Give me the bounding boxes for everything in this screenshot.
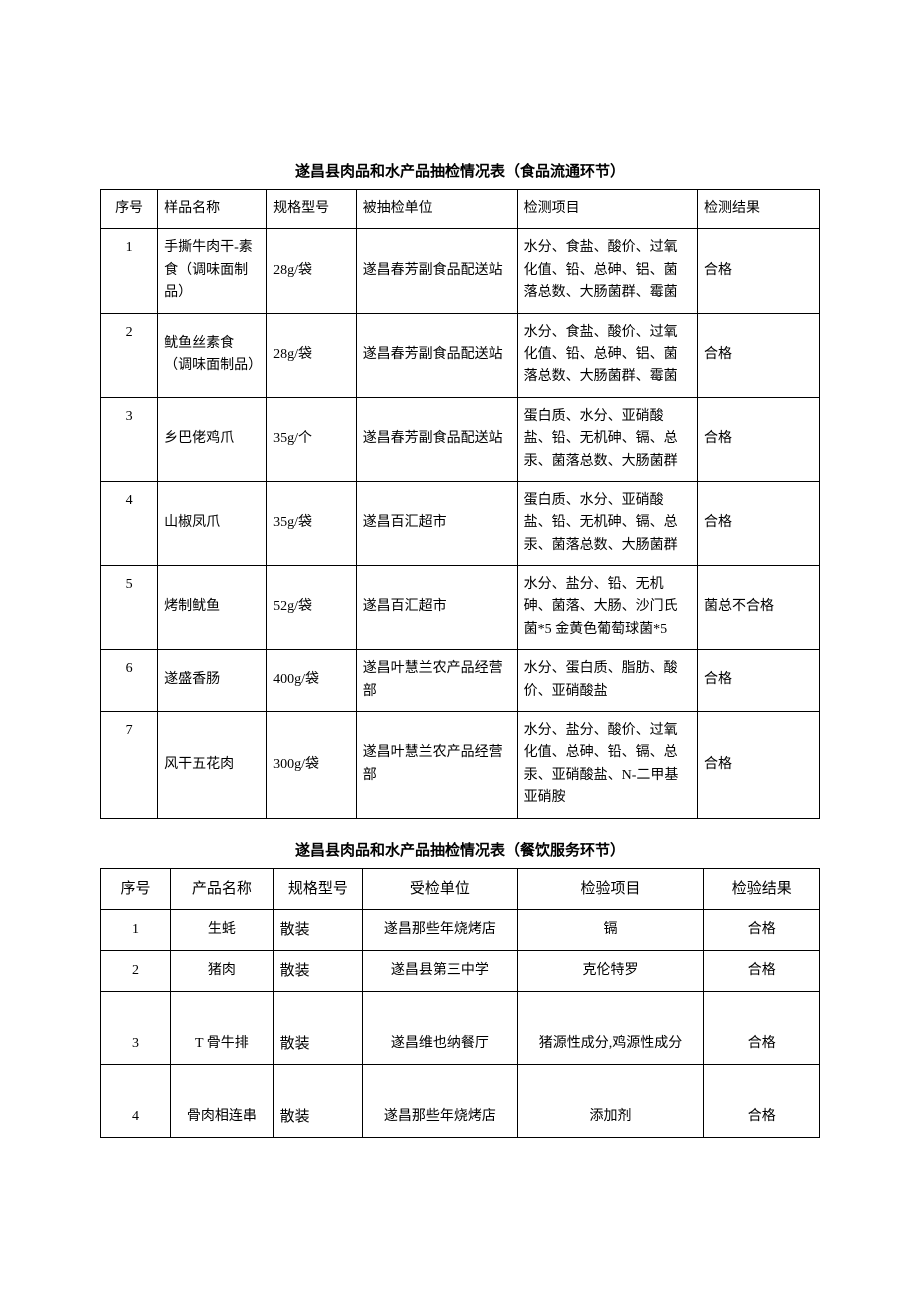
- cell-spec: 散装: [273, 1064, 363, 1137]
- cell-seq: 2: [101, 950, 171, 991]
- cell-result: 合格: [704, 909, 820, 950]
- cell-result: 合格: [697, 650, 819, 712]
- cell-items: 水分、食盐、酸价、过氧化值、铅、总砷、铝、菌落总数、大肠菌群、霉菌: [517, 313, 697, 397]
- table-row: 1生蚝散装遂昌那些年烧烤店镉合格: [101, 909, 820, 950]
- cell-result: 合格: [704, 991, 820, 1064]
- cell-name: 风干五花肉: [158, 712, 267, 819]
- table2-col-name: 产品名称: [171, 868, 274, 909]
- cell-spec: 52g/袋: [267, 566, 357, 650]
- table-row: 3T 骨牛排散装遂昌维也纳餐厅猪源性成分,鸡源性成分合格: [101, 991, 820, 1064]
- cell-items: 蛋白质、水分、亚硝酸盐、铅、无机砷、镉、总汞、菌落总数、大肠菌群: [517, 397, 697, 481]
- cell-unit: 遂昌那些年烧烤店: [363, 1064, 517, 1137]
- cell-name: 手撕牛肉干-素食（调味面制品）: [158, 229, 267, 313]
- table1-col-result: 检测结果: [697, 190, 819, 229]
- cell-items: 水分、食盐、酸价、过氧化值、铅、总砷、铝、菌落总数、大肠菌群、霉菌: [517, 229, 697, 313]
- table1-col-unit: 被抽检单位: [356, 190, 517, 229]
- table2-title: 遂昌县肉品和水产品抽检情况表（餐饮服务环节）: [100, 839, 820, 860]
- cell-result: 合格: [704, 1064, 820, 1137]
- cell-unit: 遂昌叶慧兰农产品经营部: [356, 650, 517, 712]
- table1: 序号 样品名称 规格型号 被抽检单位 检测项目 检测结果 1手撕牛肉干-素食（调…: [100, 189, 820, 819]
- cell-spec: 400g/袋: [267, 650, 357, 712]
- table1-col-items: 检测项目: [517, 190, 697, 229]
- cell-unit: 遂昌叶慧兰农产品经营部: [356, 712, 517, 819]
- table2-col-spec: 规格型号: [273, 868, 363, 909]
- table2-col-result: 检验结果: [704, 868, 820, 909]
- cell-seq: 3: [101, 397, 158, 481]
- table-row: 4骨肉相连串散装遂昌那些年烧烤店添加剂合格: [101, 1064, 820, 1137]
- table-row: 4山椒凤爪35g/袋遂昌百汇超市蛋白质、水分、亚硝酸盐、铅、无机砷、镉、总汞、菌…: [101, 481, 820, 565]
- cell-seq: 3: [101, 991, 171, 1064]
- cell-seq: 1: [101, 909, 171, 950]
- table1-col-name: 样品名称: [158, 190, 267, 229]
- cell-name: 遂盛香肠: [158, 650, 267, 712]
- table2-col-unit: 受检单位: [363, 868, 517, 909]
- cell-unit: 遂昌县第三中学: [363, 950, 517, 991]
- cell-name: 猪肉: [171, 950, 274, 991]
- cell-name: 乡巴佬鸡爪: [158, 397, 267, 481]
- cell-seq: 6: [101, 650, 158, 712]
- cell-items: 水分、蛋白质、脂肪、酸价、亚硝酸盐: [517, 650, 697, 712]
- table1-col-spec: 规格型号: [267, 190, 357, 229]
- cell-seq: 1: [101, 229, 158, 313]
- cell-items: 水分、盐分、铅、无机砷、菌落、大肠、沙门氏菌*5 金黄色葡萄球菌*5: [517, 566, 697, 650]
- table1-header-row: 序号 样品名称 规格型号 被抽检单位 检测项目 检测结果: [101, 190, 820, 229]
- table-row: 6遂盛香肠400g/袋遂昌叶慧兰农产品经营部水分、蛋白质、脂肪、酸价、亚硝酸盐合…: [101, 650, 820, 712]
- cell-result: 合格: [704, 950, 820, 991]
- table1-title: 遂昌县肉品和水产品抽检情况表（食品流通环节）: [100, 160, 820, 181]
- cell-spec: 散装: [273, 991, 363, 1064]
- cell-result: 菌总不合格: [697, 566, 819, 650]
- cell-result: 合格: [697, 712, 819, 819]
- table2: 序号 产品名称 规格型号 受检单位 检验项目 检验结果 1生蚝散装遂昌那些年烧烤…: [100, 868, 820, 1138]
- cell-unit: 遂昌维也纳餐厅: [363, 991, 517, 1064]
- cell-spec: 28g/袋: [267, 229, 357, 313]
- cell-unit: 遂昌百汇超市: [356, 566, 517, 650]
- cell-name: 鱿鱼丝素食（调味面制品）: [158, 313, 267, 397]
- cell-items: 猪源性成分,鸡源性成分: [517, 991, 704, 1064]
- cell-unit: 遂昌春芳副食品配送站: [356, 313, 517, 397]
- cell-spec: 35g/袋: [267, 481, 357, 565]
- table-row: 5烤制鱿鱼52g/袋遂昌百汇超市水分、盐分、铅、无机砷、菌落、大肠、沙门氏菌*5…: [101, 566, 820, 650]
- cell-items: 克伦特罗: [517, 950, 704, 991]
- cell-seq: 4: [101, 1064, 171, 1137]
- cell-items: 蛋白质、水分、亚硝酸盐、铅、无机砷、镉、总汞、菌落总数、大肠菌群: [517, 481, 697, 565]
- cell-result: 合格: [697, 481, 819, 565]
- table-row: 2鱿鱼丝素食（调味面制品）28g/袋遂昌春芳副食品配送站水分、食盐、酸价、过氧化…: [101, 313, 820, 397]
- cell-name: 生蚝: [171, 909, 274, 950]
- table2-col-items: 检验项目: [517, 868, 704, 909]
- cell-spec: 散装: [273, 950, 363, 991]
- cell-seq: 2: [101, 313, 158, 397]
- cell-name: T 骨牛排: [171, 991, 274, 1064]
- cell-seq: 7: [101, 712, 158, 819]
- cell-unit: 遂昌春芳副食品配送站: [356, 229, 517, 313]
- cell-name: 烤制鱿鱼: [158, 566, 267, 650]
- cell-items: 镉: [517, 909, 704, 950]
- cell-seq: 5: [101, 566, 158, 650]
- cell-items: 添加剂: [517, 1064, 704, 1137]
- cell-result: 合格: [697, 397, 819, 481]
- cell-name: 骨肉相连串: [171, 1064, 274, 1137]
- cell-result: 合格: [697, 313, 819, 397]
- table-row: 2猪肉散装遂昌县第三中学克伦特罗合格: [101, 950, 820, 991]
- cell-unit: 遂昌百汇超市: [356, 481, 517, 565]
- table-row: 7风干五花肉300g/袋遂昌叶慧兰农产品经营部水分、盐分、酸价、过氧化值、总砷、…: [101, 712, 820, 819]
- table2-header-row: 序号 产品名称 规格型号 受检单位 检验项目 检验结果: [101, 868, 820, 909]
- cell-spec: 35g/个: [267, 397, 357, 481]
- cell-unit: 遂昌春芳副食品配送站: [356, 397, 517, 481]
- cell-name: 山椒凤爪: [158, 481, 267, 565]
- table-row: 1手撕牛肉干-素食（调味面制品）28g/袋遂昌春芳副食品配送站水分、食盐、酸价、…: [101, 229, 820, 313]
- cell-unit: 遂昌那些年烧烤店: [363, 909, 517, 950]
- table1-col-seq: 序号: [101, 190, 158, 229]
- cell-result: 合格: [697, 229, 819, 313]
- cell-items: 水分、盐分、酸价、过氧化值、总砷、铅、镉、总汞、亚硝酸盐、N-二甲基亚硝胺: [517, 712, 697, 819]
- table2-col-seq: 序号: [101, 868, 171, 909]
- cell-spec: 28g/袋: [267, 313, 357, 397]
- table-row: 3乡巴佬鸡爪35g/个遂昌春芳副食品配送站蛋白质、水分、亚硝酸盐、铅、无机砷、镉…: [101, 397, 820, 481]
- cell-seq: 4: [101, 481, 158, 565]
- cell-spec: 散装: [273, 909, 363, 950]
- cell-spec: 300g/袋: [267, 712, 357, 819]
